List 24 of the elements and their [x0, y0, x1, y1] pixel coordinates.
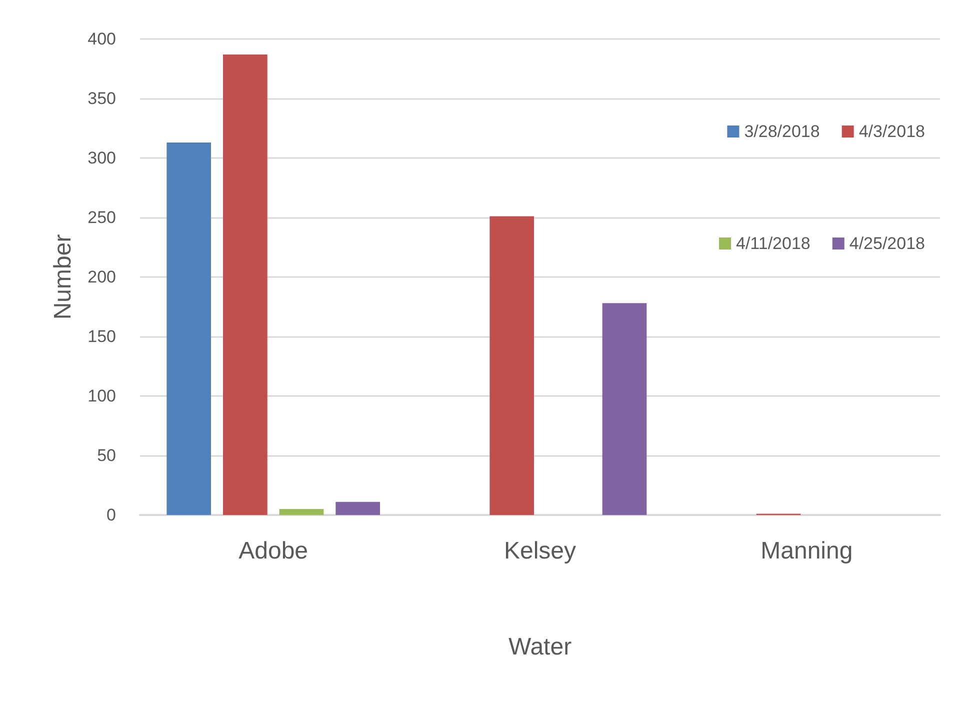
y-tick-label: 350 [88, 89, 116, 108]
legend-label: 4/11/2018 [736, 234, 810, 253]
y-tick-label: 400 [88, 30, 116, 48]
x-tick-label: Kelsey [504, 538, 576, 564]
legend-label: 4/25/2018 [849, 234, 926, 253]
legend-label: 4/3/2018 [858, 122, 926, 141]
bar [279, 509, 324, 515]
bar [166, 142, 212, 515]
y-axis-title: Number [50, 234, 76, 320]
bar [490, 216, 534, 515]
y-tick-label: 250 [88, 208, 116, 227]
legend-label: 3/28/2018 [744, 122, 820, 141]
bar [222, 54, 268, 515]
y-tick-label: 0 [106, 506, 116, 524]
bar [602, 303, 647, 515]
x-tick-label: Manning [760, 538, 853, 564]
y-tick-label: 200 [88, 268, 116, 286]
x-tick-label: Adobe [238, 538, 308, 564]
x-axis-title: Water [508, 634, 572, 660]
y-tick-label: 50 [97, 446, 116, 465]
bar [336, 502, 380, 515]
y-tick-label: 100 [88, 386, 116, 406]
y-tick-label: 300 [88, 148, 116, 168]
y-tick-label: 150 [88, 327, 116, 346]
